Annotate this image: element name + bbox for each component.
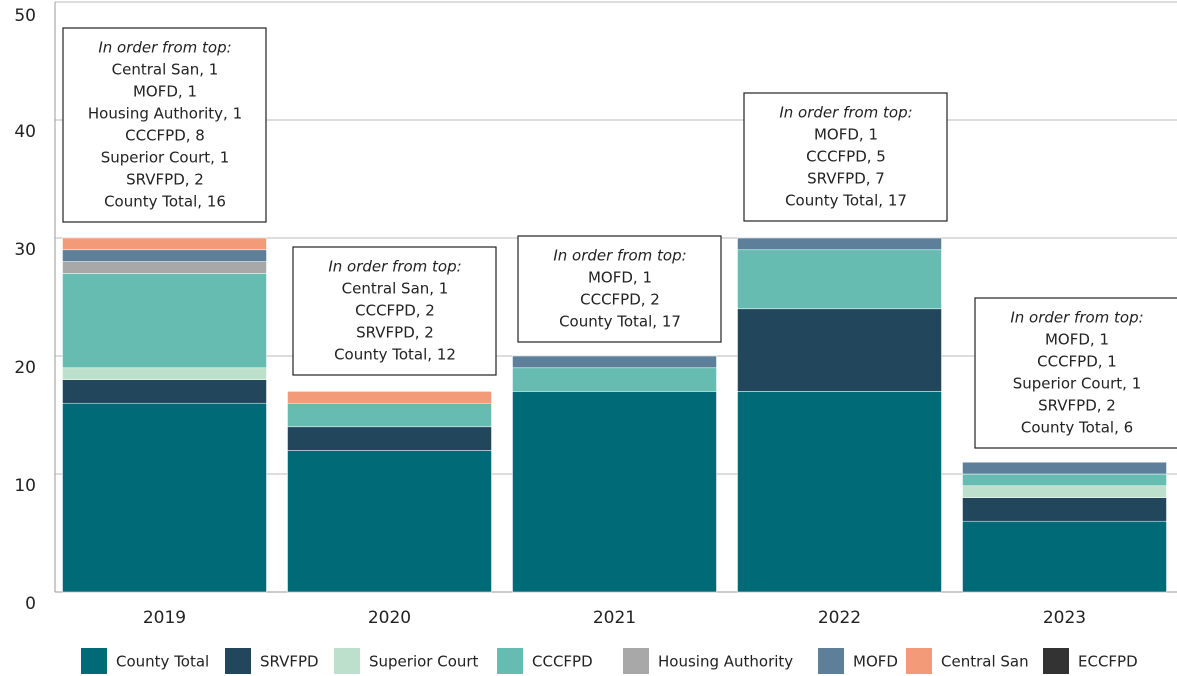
annotation-line: CCCFPD, 2	[580, 291, 660, 309]
annotation-line: County Total, 17	[785, 192, 907, 210]
y-tick-label: 40	[14, 122, 36, 142]
annotation-line: County Total, 12	[334, 346, 456, 364]
bar-segment	[962, 520, 1167, 593]
y-tick-label: 20	[14, 358, 36, 378]
bar-segment	[962, 461, 1167, 475]
annotation-line: MOFD, 1	[133, 83, 197, 101]
bar-segment	[62, 273, 267, 369]
x-tick-label: 2020	[368, 608, 411, 628]
annotation-line: Superior Court, 1	[101, 149, 230, 167]
annotation-line: SRVFPD, 2	[126, 171, 204, 189]
annotation-box	[292, 246, 497, 376]
annotation-line: Housing Authority, 1	[88, 105, 242, 123]
y-tick-label: 0	[25, 594, 36, 614]
legend-label: MOFD	[853, 653, 898, 671]
annotation-line: MOFD, 1	[1045, 331, 1109, 349]
legend-swatch	[81, 648, 107, 674]
legend-swatch	[623, 648, 649, 674]
legend-swatch	[334, 648, 360, 674]
legend-swatch	[906, 648, 932, 674]
bar-segment	[737, 249, 942, 310]
bar-segment	[287, 402, 492, 428]
legend-swatch	[1043, 648, 1069, 674]
annotation-line: Central San, 1	[342, 280, 449, 298]
bar-segment	[737, 237, 942, 251]
annotation-line: County Total, 6	[1021, 419, 1133, 437]
bar-segment	[737, 308, 942, 392]
y-tick-label: 50	[14, 6, 36, 26]
annotation-line: SRVFPD, 2	[1038, 397, 1116, 415]
y-tick-label: 30	[14, 240, 36, 260]
bar-segment	[962, 485, 1167, 498]
bar-segment	[287, 391, 492, 404]
bar-segment	[62, 261, 267, 274]
annotation-line: Central San, 1	[112, 61, 219, 79]
annotation-heading: In order from top:	[98, 39, 231, 57]
annotation-line: SRVFPD, 7	[807, 170, 885, 188]
annotation-line: Superior Court, 1	[1013, 375, 1142, 393]
annotation-box	[517, 235, 722, 343]
bar-segment	[512, 355, 717, 369]
bar-segment	[62, 402, 267, 593]
annotation-line: County Total, 17	[559, 313, 681, 331]
annotation-line: CCCFPD, 2	[355, 302, 435, 320]
x-tick-label: 2022	[818, 608, 861, 628]
legend-label: ECCFPD	[1078, 653, 1138, 671]
bar-segment	[512, 367, 717, 392]
annotation-heading: In order from top:	[328, 258, 461, 276]
legend-label: Central San	[941, 653, 1029, 671]
annotation-box	[743, 92, 948, 222]
annotation-line: MOFD, 1	[814, 126, 878, 144]
annotation-line: CCCFPD, 1	[1037, 353, 1117, 371]
annotation-heading: In order from top:	[1010, 309, 1143, 327]
bar-segment	[62, 367, 267, 380]
legend-label: County Total	[116, 653, 209, 671]
legend-label: Superior Court	[369, 653, 479, 671]
annotation-line: CCCFPD, 5	[806, 148, 886, 166]
bar-segment	[737, 391, 942, 593]
x-tick-label: 2021	[593, 608, 636, 628]
y-tick-label: 10	[14, 476, 36, 496]
legend-swatch	[497, 648, 523, 674]
bar-segment	[287, 426, 492, 451]
bar-segment	[62, 249, 267, 262]
annotation-box	[974, 297, 1177, 449]
x-tick-label: 2019	[143, 608, 186, 628]
annotation-line: SRVFPD, 2	[356, 324, 434, 342]
bar-segment	[62, 237, 267, 251]
legend-label: CCCFPD	[532, 653, 593, 671]
annotation-heading: In order from top:	[779, 104, 912, 122]
legend-swatch	[225, 648, 251, 674]
bar-segment	[962, 473, 1167, 487]
annotation-heading: In order from top:	[553, 247, 686, 265]
annotation-line: MOFD, 1	[588, 269, 652, 287]
annotation-line: County Total, 16	[104, 193, 226, 211]
x-tick-label: 2023	[1043, 608, 1086, 628]
legend-label: Housing Authority	[658, 653, 793, 671]
bar-segment	[62, 379, 267, 404]
bar-segment	[962, 497, 1167, 522]
bar-segment	[512, 391, 717, 593]
legend-label: SRVFPD	[260, 653, 319, 671]
legend-swatch	[818, 648, 844, 674]
annotation-line: CCCFPD, 8	[125, 127, 205, 145]
annotation-box	[62, 27, 267, 223]
bar-segment	[287, 450, 492, 593]
